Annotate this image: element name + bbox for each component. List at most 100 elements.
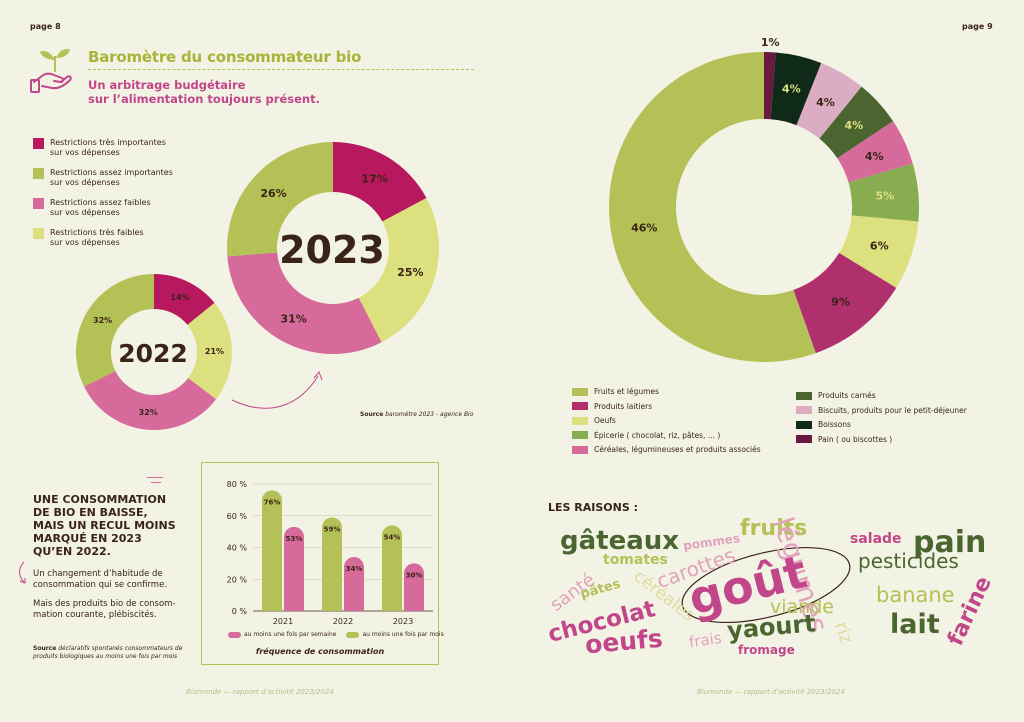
donut-2022-segment xyxy=(84,371,217,430)
bar-legend: au moins une fois par semaine au moins u… xyxy=(228,631,444,638)
bar xyxy=(284,526,304,611)
hand-sprout-icon xyxy=(30,48,72,93)
legend-item: Boissons xyxy=(796,420,967,430)
donut-2022-label: 32% xyxy=(139,408,158,417)
legend-item: Épicerie ( chocolat, riz, pâtes, ... ) xyxy=(572,431,761,441)
big-donut-label: 46% xyxy=(631,222,657,235)
big-donut-label: 4% xyxy=(816,96,835,109)
legend-item: Restrictions assez faibles sur vos dépens… xyxy=(33,198,173,217)
word-sante: santé xyxy=(546,569,600,616)
raisons-title: LES RAISONS : xyxy=(548,501,638,514)
bar-y-tick: 0 % xyxy=(232,607,248,616)
bar-legend-item: au moins une fois par semaine xyxy=(228,631,336,638)
legend-swatch xyxy=(572,402,588,411)
big-donut-segment xyxy=(839,215,919,288)
word-gout: goût xyxy=(683,544,813,626)
section-subtitle: Un arbitrage budgétaire sur l’alimentati… xyxy=(88,78,320,106)
word-gateaux: gâteaux xyxy=(560,526,680,556)
big-donut-label: 5% xyxy=(876,190,895,203)
word-cereales: céréales xyxy=(629,566,699,626)
donut-2023-segment xyxy=(227,252,382,354)
bar-x-tick: 2023 xyxy=(393,617,413,626)
big-donut-segment xyxy=(764,52,776,120)
bar-y-tick: 20 % xyxy=(227,575,248,584)
legend-swatch xyxy=(796,420,812,429)
word-fruits: fruits xyxy=(740,516,808,541)
legend-swatch xyxy=(572,445,588,454)
big-donut-svg: 1% 4% 4% 4% 4% 5% 6% 9% 46% xyxy=(608,36,919,362)
word-frais: frais xyxy=(687,628,723,652)
page-number-left: page 8 xyxy=(30,22,61,31)
word-carottes: carottes xyxy=(653,542,739,594)
bar-value-label: 76% xyxy=(264,498,281,506)
bar xyxy=(382,525,402,611)
legend-swatch xyxy=(33,198,44,209)
word-fromage: fromage xyxy=(738,643,795,657)
word-legumes: légumes xyxy=(766,513,835,638)
bar-y-tick: 40 % xyxy=(227,544,248,553)
donut-2023-label: 31% xyxy=(280,313,306,326)
donut-2022-year: 2022 xyxy=(118,339,188,368)
legend-item: Fruits et légumes xyxy=(572,387,761,397)
products-legend-right: Produits carnés Biscuits, produits pour … xyxy=(796,391,967,449)
legend-item: Biscuits, produits pour le petit-déjeune… xyxy=(796,406,967,416)
legend-swatch xyxy=(33,138,44,149)
footer-left: Biomonde — rapport d’activité 2023/2024 xyxy=(186,688,334,696)
bar-chart-frame xyxy=(201,462,439,665)
donut-2023-label: 25% xyxy=(397,266,423,279)
bar-value-label: 54% xyxy=(384,533,401,541)
page-number-right: page 9 xyxy=(962,22,993,31)
curved-arrow-icon xyxy=(19,561,26,584)
word-lait: lait xyxy=(890,609,940,640)
restriction-legend: Restrictions très importantes sur vos dép… xyxy=(33,138,173,247)
legend-swatch xyxy=(796,406,812,415)
bar-x-tick: 2021 xyxy=(273,617,293,626)
donut-2022-label: 32% xyxy=(93,316,112,325)
legend-swatch xyxy=(572,416,588,425)
section-title: Baromètre du consommateur bio xyxy=(88,48,362,66)
donut-2022-segment xyxy=(187,302,232,400)
legend-swatch xyxy=(572,431,588,440)
donut-2022: 14% 21% 32% 32% xyxy=(75,274,232,430)
products-legend-left: Fruits et légumes Produits laitiers Oeuf… xyxy=(572,387,761,460)
donut-2023-label: 17% xyxy=(361,172,387,185)
bar-value-label: 59% xyxy=(324,525,341,533)
legend-item: Produits laitiers xyxy=(572,402,761,412)
paragraph-1: Un changement d’habitude de consommation… xyxy=(33,569,168,590)
big-donut-segment xyxy=(770,52,822,126)
arrow-head-icon xyxy=(313,371,323,381)
goût-ellipse xyxy=(681,547,851,623)
donut-2023-label: 26% xyxy=(260,187,286,200)
bar xyxy=(262,490,282,611)
big-donut-label: 4% xyxy=(845,119,864,132)
title-divider xyxy=(88,69,474,70)
word-pates: pâtes xyxy=(578,576,623,603)
legend-swatch xyxy=(228,631,241,638)
legend-item: Produits carnés xyxy=(796,391,967,401)
bar-y-tick: 80 % xyxy=(227,480,248,489)
big-donut-segment xyxy=(819,86,894,159)
bar xyxy=(344,557,364,611)
donut-2022-segment xyxy=(154,274,215,325)
word-banane: banane xyxy=(876,583,955,607)
donut-2023-segment xyxy=(358,197,439,343)
big-donut-label: 1% xyxy=(761,36,780,49)
word-pommes: pommes xyxy=(682,531,741,553)
bar-value-label: 30% xyxy=(406,571,423,579)
big-donut-label: 4% xyxy=(865,150,884,163)
bar-y-tick: 60 % xyxy=(227,512,248,521)
big-donut-label: 6% xyxy=(870,239,889,252)
source-note: Source baromètre 2023 - agence Bio xyxy=(360,411,474,418)
legend-swatch xyxy=(796,435,812,444)
donut-2023: 17% 25% 31% 26% xyxy=(227,142,439,354)
bar-chart-xlabel: fréquence de consommation xyxy=(255,647,385,656)
big-donut-segment xyxy=(608,52,816,362)
donut-2023-segment xyxy=(227,142,333,257)
word-chocolat: chocolat xyxy=(545,596,659,648)
big-donut-segment xyxy=(837,121,913,183)
bar-legend-item: au moins une fois par mois xyxy=(346,631,444,638)
legend-swatch xyxy=(796,391,812,400)
word-viande: viande xyxy=(770,596,834,618)
bar-chart-svg: 0 % 20 % 40 % 60 % 80 % 76% 53% 2021 59% 34% 2022… xyxy=(227,480,433,626)
legend-item: Restrictions très faibles sur vos dépense… xyxy=(33,228,173,247)
